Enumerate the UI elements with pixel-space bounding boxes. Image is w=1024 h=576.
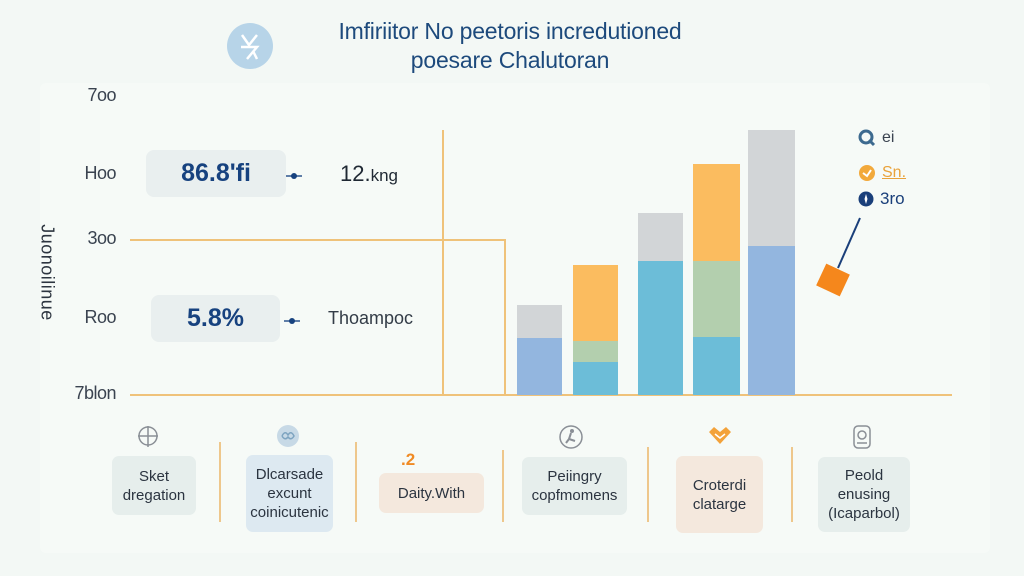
compass-icon	[858, 191, 874, 207]
legend-label: Sn.	[882, 164, 907, 181]
divider	[791, 447, 793, 522]
annotation-marker-icon	[816, 263, 850, 297]
legend-item-1: ei	[858, 127, 906, 149]
globe-sketch-icon	[134, 423, 162, 451]
brain-icon	[274, 422, 302, 450]
chart-title: Imfiriitor No peetoris incredutioned poe…	[290, 17, 730, 75]
metric-side-unit: kng	[370, 166, 399, 185]
gauge-icon	[859, 165, 875, 181]
bar-3-gray	[638, 213, 683, 261]
bar-2-teal	[573, 362, 618, 395]
card-5[interactable]: Croterdi clatarge	[676, 456, 763, 533]
metric-box-1: 86.8'fi	[146, 150, 286, 197]
legend-label: 3ro	[880, 189, 905, 208]
y-axis-label: Juonoilinue	[37, 224, 58, 321]
metric-marker-2	[284, 318, 300, 324]
guide-line-vertical-tall	[442, 130, 444, 395]
metric-marker-1	[286, 173, 302, 179]
divider	[219, 442, 221, 522]
y-tick: 3oo	[87, 228, 116, 248]
bar-1-blue	[517, 338, 562, 395]
guide-line-horizontal	[130, 239, 506, 241]
device-icon	[848, 423, 876, 451]
metric-side-value: 12.	[340, 161, 371, 186]
legend-label: ei	[882, 129, 895, 146]
card-1[interactable]: Sket dregation	[112, 456, 196, 515]
metric-box-2: 5.8%	[151, 295, 280, 342]
y-tick: Hoo	[84, 163, 116, 183]
legend: ei Sn. 3ro	[858, 127, 906, 210]
bar-4-orange	[693, 164, 740, 261]
divider	[355, 442, 357, 522]
bar-4-green	[693, 261, 740, 337]
bar-5-gray	[748, 130, 795, 246]
x-axis-baseline	[130, 394, 952, 396]
y-tick: 7oo	[87, 85, 116, 105]
handshake-icon	[706, 422, 734, 450]
legend-item-3: 3ro	[858, 188, 906, 210]
legend-item-2: Sn.	[858, 158, 906, 188]
guide-line-vertical	[504, 239, 506, 395]
card-6[interactable]: Peold enusing (Icaparbol)	[818, 457, 910, 532]
bar-4-teal	[693, 337, 740, 395]
divider	[647, 447, 649, 522]
metric-side-1: 12.kng	[340, 161, 398, 187]
divider	[502, 450, 504, 522]
search-icon	[858, 129, 876, 147]
logo-check-icon	[227, 23, 273, 69]
card-3[interactable]: Daity.With	[379, 473, 484, 513]
title-line-2: poesare Chalutoran	[410, 47, 610, 73]
bar-1-gray	[517, 305, 562, 338]
y-tick: Roo	[84, 307, 116, 327]
bar-5-blue	[748, 246, 795, 395]
person-exercise-icon	[557, 423, 585, 451]
metric-side-2: Thoampoc	[328, 308, 414, 328]
bar-2-orange	[573, 265, 618, 341]
y-tick: 7blon	[74, 383, 116, 403]
bar-2-green	[573, 341, 618, 362]
annotation-pointer	[816, 217, 861, 297]
card-2[interactable]: Dlcarsade excunt coinicutenic	[246, 455, 333, 532]
title-line-1: Imfiriitor No peetoris incredutioned	[338, 18, 682, 44]
bar-3-teal	[638, 261, 683, 395]
card-3-badge: .2	[401, 450, 416, 469]
card-4[interactable]: Peiingry copfmomens	[522, 457, 627, 515]
